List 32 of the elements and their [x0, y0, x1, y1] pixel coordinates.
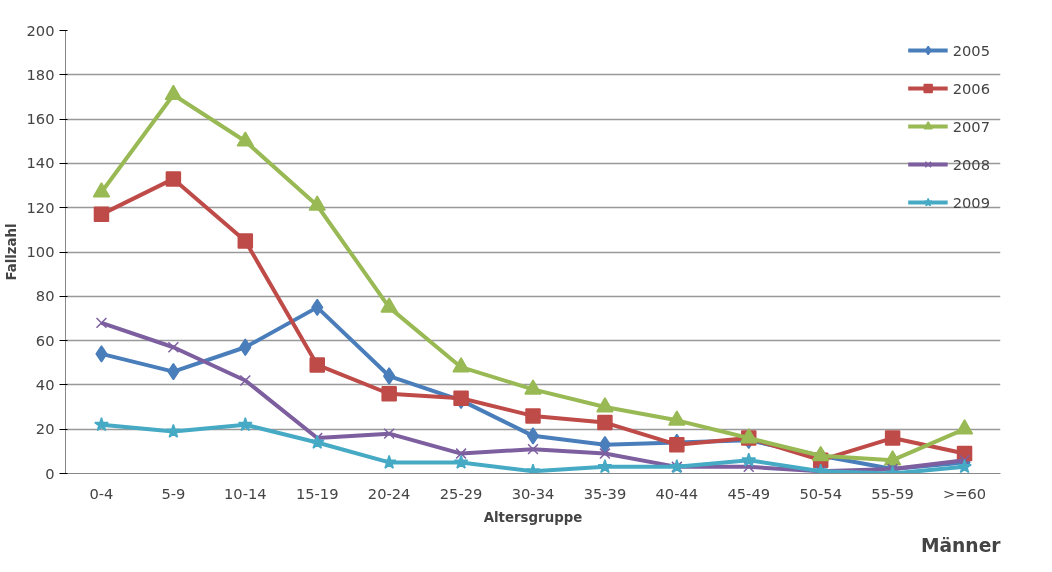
x-tick-label: 45-49	[727, 484, 771, 502]
legend-label: 2005	[952, 41, 990, 59]
legend-label: 2008	[952, 155, 990, 173]
y-tick-label: 160	[26, 110, 55, 128]
x-tick-label: 25-29	[439, 484, 483, 502]
text: Männer	[920, 534, 1002, 556]
x-tick-label: 55-59	[871, 484, 914, 502]
x-tick-label: 15-19	[295, 484, 339, 502]
x-tick-label: 50-54	[799, 484, 842, 502]
x-tick-label: 20-24	[367, 484, 411, 502]
y-tick-label: 100	[26, 243, 55, 260]
legend-label: 2009	[952, 193, 990, 211]
x-tick-label: 40-44	[655, 484, 699, 502]
y-tick-label: 200	[26, 21, 55, 39]
y-tick-label: 0	[45, 464, 55, 482]
x-tick-label: >=60	[942, 484, 987, 502]
y-tick-label: 80	[35, 287, 55, 305]
x-tick-label: 0-4	[89, 484, 114, 502]
y-tick-label: 140	[26, 154, 55, 172]
legend-label: 2007	[952, 117, 990, 135]
x-tick-label: 30-34	[511, 484, 555, 502]
legend-label: 2006	[952, 79, 990, 97]
y-tick-label: 120	[26, 198, 55, 216]
y-tick-label: 20	[35, 420, 55, 438]
x-axis-title: Altersgruppe	[483, 509, 583, 525]
x-tick-label: 10-14	[224, 484, 267, 502]
y-tick-label: 60	[35, 331, 55, 349]
y-axis-title: Fallzahl	[3, 223, 19, 281]
x-tick-label: 35-39	[583, 484, 627, 502]
x-tick-label: 5-9	[161, 484, 186, 502]
y-tick-label: 40	[35, 375, 55, 393]
y-tick-label: 180	[26, 65, 55, 83]
